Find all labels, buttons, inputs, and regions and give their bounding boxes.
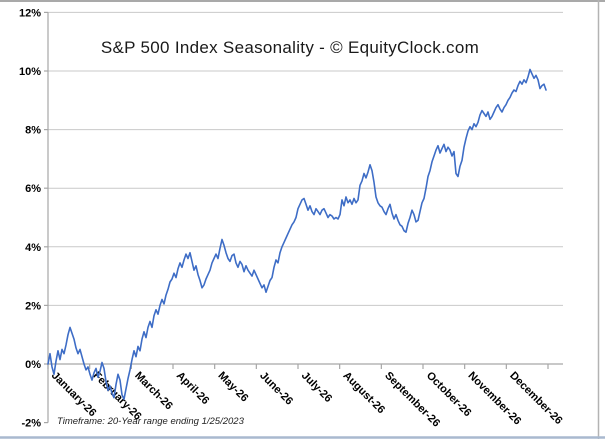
y-axis-label: 8%: [25, 125, 41, 137]
y-axis-label: 0%: [25, 359, 41, 371]
x-axis-label: March-26: [132, 370, 175, 413]
x-axis-label: July-26: [299, 370, 334, 405]
y-axis-label: 10%: [19, 66, 41, 78]
seasonality-line: [47, 68, 547, 401]
y-axis-label: -2%: [21, 418, 41, 430]
chart-title: S&P 500 Index Seasonality - © EquityCloc…: [101, 38, 479, 57]
y-axis-label: 12%: [19, 7, 41, 19]
x-axis-label: June-26: [257, 370, 295, 408]
y-axis-label: 4%: [25, 242, 41, 254]
x-axis-label: April-26: [174, 370, 211, 407]
data-series: [47, 68, 547, 401]
y-axis-label: 6%: [25, 183, 41, 195]
y-axis-label: 2%: [25, 300, 41, 312]
gridlines: [48, 11, 563, 306]
x-axis-label: August-26: [341, 370, 388, 417]
timeframe-note: Timeframe: 20-Year range ending 1/25/202…: [57, 416, 245, 427]
x-axis-label: May-26: [216, 370, 251, 405]
axes: [44, 11, 563, 424]
